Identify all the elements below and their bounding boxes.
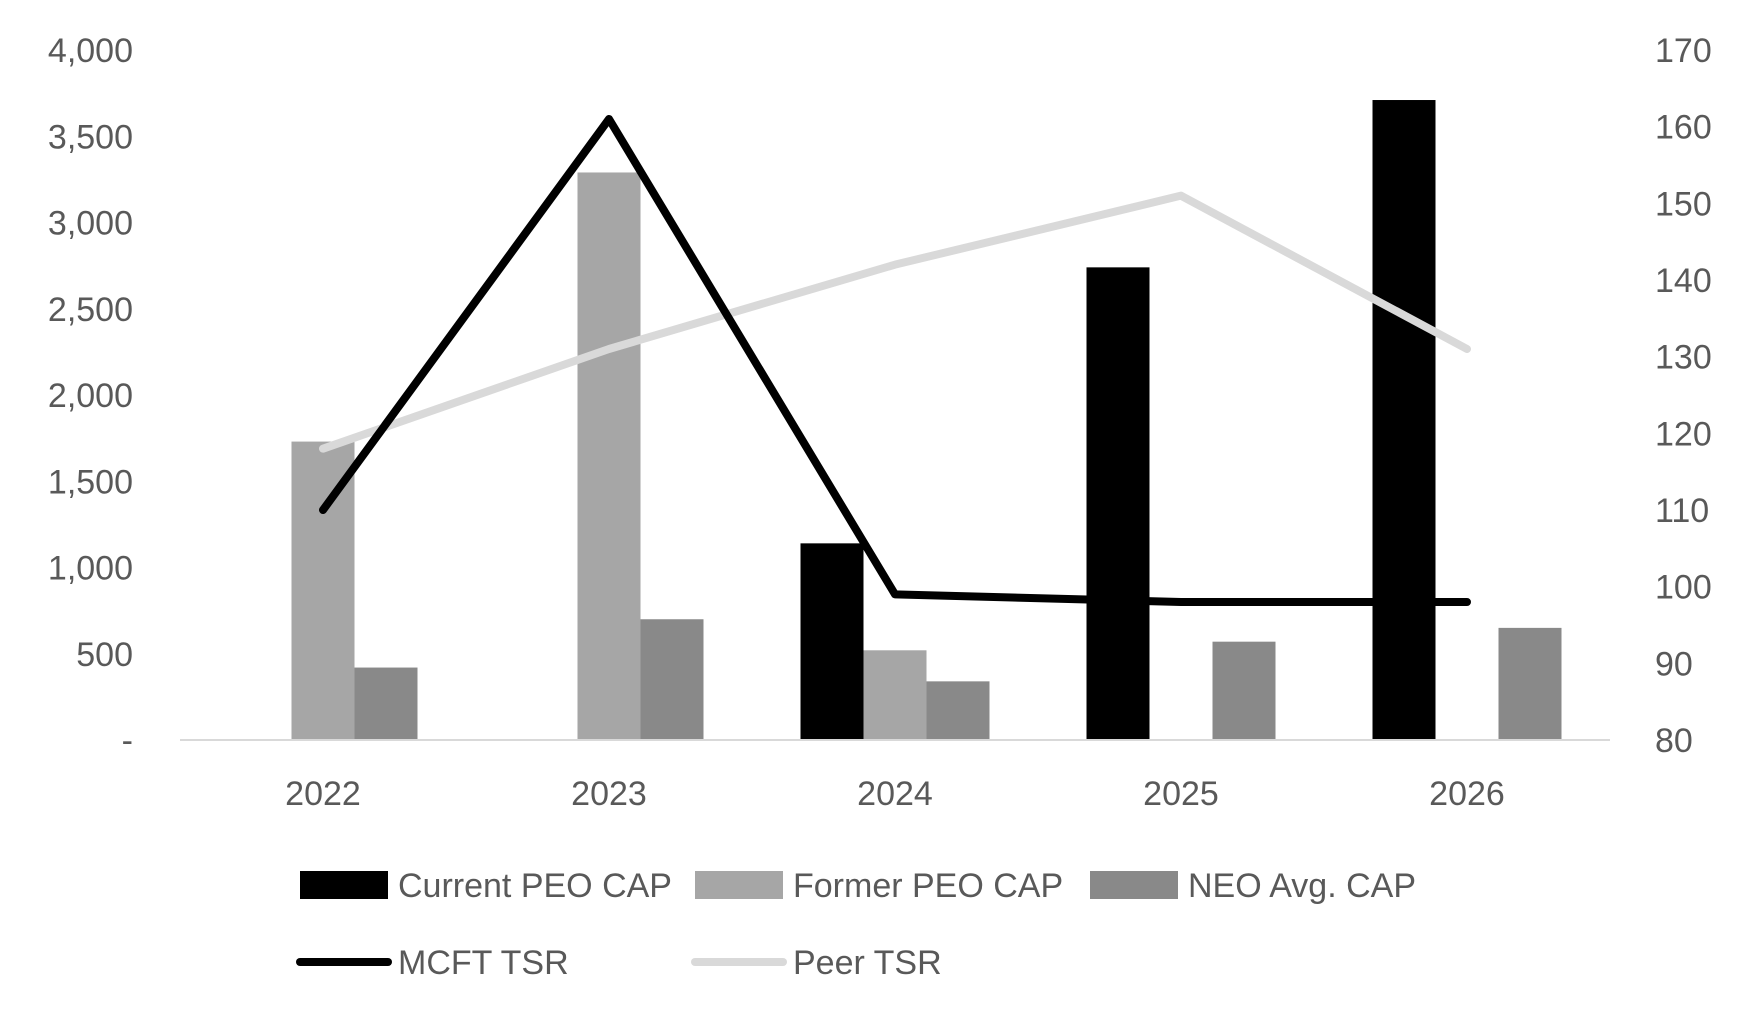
left-tick-label: 3,000 (48, 205, 133, 243)
right-axis: 80 90 100 110 120 130 140 150 160 170 (1655, 32, 1712, 760)
legend-swatch (695, 871, 783, 899)
line-peer-tsr (319, 191, 1471, 453)
right-tick-label: 80 (1655, 722, 1693, 760)
left-tick-label: 3,500 (48, 118, 133, 156)
right-tick-label: 150 (1655, 185, 1712, 223)
right-tick-label: 90 (1655, 645, 1693, 683)
left-tick-label: 2,000 (48, 377, 133, 415)
right-tick-label: 160 (1655, 109, 1712, 147)
x-tick-label: 2022 (285, 775, 361, 813)
x-tick-label: 2023 (571, 775, 647, 813)
x-axis: 2022 2023 2024 2025 2026 (285, 775, 1505, 813)
bar-series (291, 100, 1562, 741)
bar-neo-avg-cap (1498, 627, 1562, 740)
x-tick-label: 2024 (857, 775, 933, 813)
left-tick-label: 500 (76, 636, 133, 674)
bar-current-peo-cap (1372, 100, 1436, 740)
left-tick-label: 1,000 (48, 550, 133, 588)
line-mcft-tsr (319, 115, 1471, 606)
legend-label: Former PEO CAP (793, 867, 1063, 905)
left-tick-label: 2,500 (48, 291, 133, 329)
right-tick-label: 120 (1655, 415, 1712, 453)
right-tick-label: 170 (1655, 32, 1712, 70)
bar-neo-avg-cap (354, 667, 418, 740)
bar-former-peo-cap (577, 172, 641, 741)
line-series (319, 115, 1471, 606)
left-tick-label: 1,500 (48, 463, 133, 501)
left-tick-label: - (122, 722, 133, 760)
x-tick-label: 2026 (1429, 775, 1505, 813)
legend-label: Current PEO CAP (398, 867, 672, 905)
right-tick-label: 110 (1655, 492, 1709, 530)
bar-neo-avg-cap (926, 681, 990, 740)
bar-neo-avg-cap (640, 619, 704, 740)
bar-former-peo-cap (863, 650, 927, 740)
bar-current-peo-cap (1086, 267, 1150, 740)
legend-label: NEO Avg. CAP (1188, 867, 1416, 905)
legend-swatch (300, 871, 388, 899)
bar-former-peo-cap (291, 441, 355, 740)
x-tick-label: 2025 (1143, 775, 1219, 813)
right-tick-label: 140 (1655, 262, 1712, 300)
bar-neo-avg-cap (1212, 641, 1276, 740)
bar-current-peo-cap (800, 543, 864, 740)
left-axis: - 500 1,000 1,500 2,000 2,500 3,000 3,500 4,000 (48, 32, 133, 760)
legend: Current PEO CAP Former PEO CAP NEO Avg. CA… (296, 867, 1416, 982)
legend-label: MCFT TSR (398, 944, 569, 982)
right-tick-label: 130 (1655, 339, 1712, 377)
legend-label: Peer TSR (793, 944, 942, 982)
right-tick-label: 100 (1655, 569, 1712, 607)
legend-swatch (1090, 871, 1178, 899)
left-tick-label: 4,000 (48, 32, 133, 70)
